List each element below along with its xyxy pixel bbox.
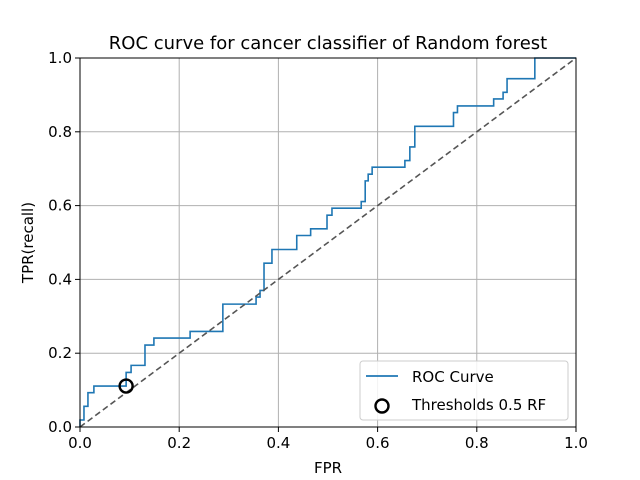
y-tick-label: 1.0 [48,49,72,67]
y-axis-label: TPR(recall) [19,202,37,284]
y-tick-label: 0.0 [48,418,72,436]
x-tick-label: 1.0 [564,434,588,452]
y-tick-label: 0.4 [48,270,72,288]
plot-frame [79,57,577,428]
x-tick-label: 0.8 [465,434,489,452]
legend-label: ROC Curve [412,368,494,386]
x-tick-label: 0.4 [266,434,290,452]
legend-label: Thresholds 0.5 RF [411,396,546,414]
tick-layer: 0.0 0.2 0.4 0.6 0.8 1.0 0.0 0.2 0.4 0.6 0.8 1.0 [48,49,588,452]
x-tick-label: 0.6 [366,434,390,452]
chance-diagonal-line [79,57,577,428]
series-layer [79,57,577,428]
y-tick-label: 0.2 [48,344,72,362]
y-tick-label: 0.6 [48,197,72,215]
y-tick-label: 0.8 [48,123,72,141]
x-tick-label: 0.2 [167,434,191,452]
roc-curve-line [79,57,576,427]
marker-layer [118,378,134,394]
legend-circle-swatch [374,398,390,414]
x-axis-label: FPR [314,459,342,477]
legend-box [359,360,569,421]
threshold-marker [118,378,134,394]
chart-title: ROC curve for cancer classifier of Rando… [109,33,547,54]
x-tick-label: 0.0 [68,434,92,452]
legend: ROC Curve Thresholds 0.5 RF [359,360,569,421]
